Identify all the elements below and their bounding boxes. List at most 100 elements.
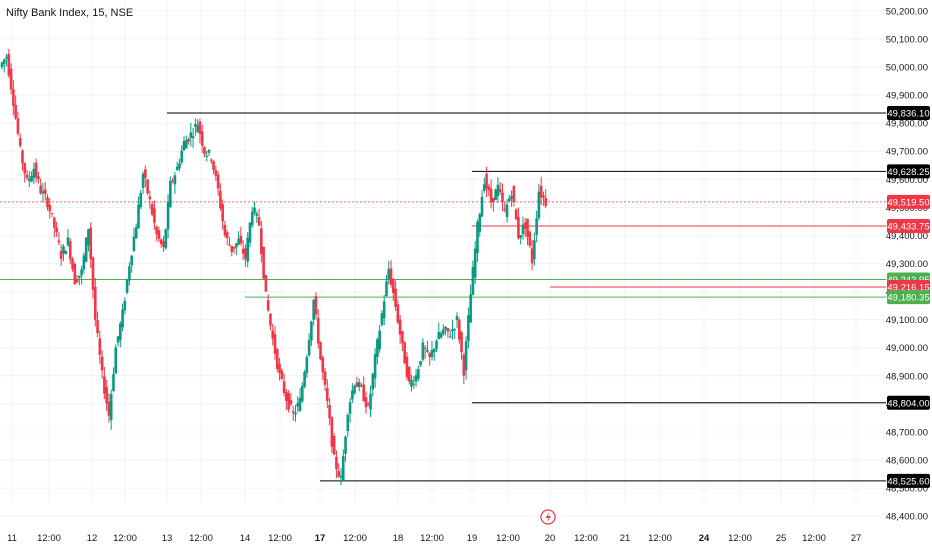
candle	[310, 320, 313, 347]
candle	[330, 416, 334, 454]
candle	[50, 212, 54, 217]
x-tick-label: 12:00	[37, 533, 61, 544]
candle	[103, 366, 106, 400]
x-tick-label: 24	[699, 533, 710, 544]
candle	[505, 199, 509, 223]
candle	[335, 450, 338, 479]
candle	[344, 435, 347, 462]
candle	[444, 326, 447, 336]
candle	[66, 229, 70, 247]
candle	[517, 207, 520, 240]
candle	[410, 374, 413, 392]
candle	[392, 278, 395, 301]
candle	[91, 256, 95, 299]
candle	[141, 171, 145, 195]
candle	[112, 367, 115, 393]
candle	[480, 190, 484, 217]
price-axis[interactable]: 50,200.00 50,100.00 50,000.00 49,900.00 49,8…	[886, 6, 928, 522]
candle	[107, 393, 111, 423]
candle	[41, 182, 45, 203]
candle	[162, 235, 165, 252]
candle	[173, 171, 177, 194]
candle	[191, 127, 195, 148]
y-tick-label: 50,100.00	[886, 34, 928, 45]
candle	[57, 231, 61, 246]
candle	[528, 230, 532, 249]
candle	[200, 124, 204, 153]
candle	[357, 378, 361, 392]
candle	[255, 211, 259, 223]
candle	[462, 352, 466, 385]
candle	[75, 274, 79, 284]
candle	[239, 226, 243, 246]
candle	[492, 197, 495, 212]
y-tick-label: 49,400.00	[886, 231, 928, 242]
candle	[7, 49, 11, 78]
candle	[100, 350, 104, 379]
candle	[184, 135, 188, 149]
candle	[187, 137, 190, 145]
candle	[109, 389, 113, 430]
candle	[371, 372, 375, 397]
candle	[114, 344, 118, 374]
price-badge-label: 49,180.35	[887, 293, 929, 304]
candle	[121, 303, 124, 332]
candle	[62, 243, 65, 262]
price-badge: 49,836.10	[887, 105, 930, 120]
candle	[514, 208, 518, 220]
candle	[360, 383, 363, 388]
candle	[264, 275, 268, 292]
candle	[18, 133, 22, 149]
candle	[523, 217, 527, 238]
x-tick-label: 27	[851, 533, 862, 544]
candle	[485, 166, 488, 198]
candle	[37, 171, 40, 184]
candle	[323, 368, 327, 392]
candle	[169, 176, 172, 208]
candle	[12, 80, 15, 116]
candle	[460, 330, 463, 360]
candle	[464, 335, 468, 380]
candle	[53, 216, 56, 238]
candle	[398, 315, 402, 344]
candle	[212, 160, 215, 175]
candle	[419, 360, 422, 368]
candle	[332, 433, 336, 456]
y-tick-label: 48,600.00	[886, 456, 928, 467]
candle	[164, 228, 168, 250]
candle	[362, 376, 366, 402]
x-tick-label: 20	[545, 533, 556, 544]
candle	[407, 366, 411, 385]
candle	[146, 178, 149, 196]
candle	[426, 340, 429, 353]
candle	[448, 329, 452, 338]
time-axis[interactable]: 11 12:00 12 12:00 13 12:00 14 12:00 17 12:00 18 12:…	[7, 533, 861, 544]
candle	[189, 122, 193, 147]
candle	[296, 396, 300, 413]
candle	[157, 226, 161, 243]
candle	[153, 200, 156, 230]
candle	[487, 183, 491, 197]
candle	[369, 385, 372, 417]
event-icon[interactable]	[540, 509, 556, 525]
candle	[246, 232, 249, 268]
candle	[207, 149, 211, 157]
candle	[378, 325, 381, 353]
candle	[64, 250, 67, 255]
x-tick-label: 12:00	[268, 533, 292, 544]
candle	[501, 183, 504, 212]
candle	[89, 222, 93, 269]
candle	[412, 376, 416, 389]
price-badge: 49,433.75	[887, 218, 930, 233]
candle	[339, 467, 343, 486]
candle	[301, 382, 304, 403]
candles	[0, 49, 548, 486]
candle	[351, 383, 354, 403]
candle	[203, 146, 206, 158]
candle	[39, 178, 42, 195]
candle	[355, 376, 359, 387]
price-badge: 48,525.60	[887, 473, 930, 488]
candle	[137, 196, 140, 229]
